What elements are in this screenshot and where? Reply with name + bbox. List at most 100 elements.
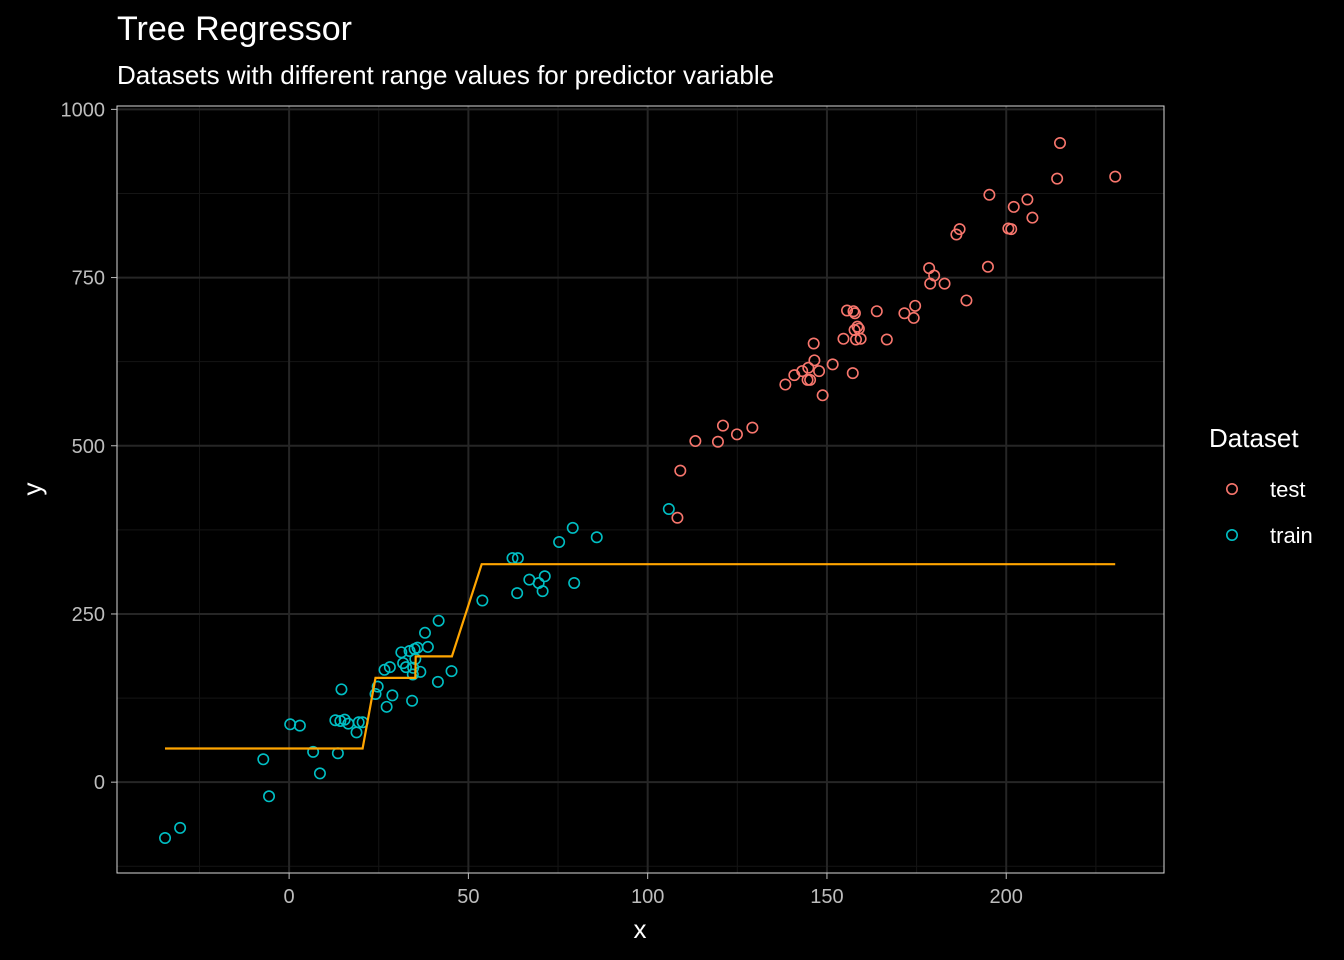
test-point <box>852 322 865 335</box>
train-point <box>431 675 444 688</box>
test-point <box>981 260 994 273</box>
y-tick-label: 750 <box>72 268 105 290</box>
train-point <box>568 577 581 590</box>
y-tick-label: 250 <box>72 604 105 626</box>
train-point <box>406 668 419 681</box>
test-point <box>847 305 860 318</box>
train-point <box>662 503 675 516</box>
train-point <box>406 694 419 707</box>
test-point <box>849 333 862 346</box>
test-point <box>807 337 820 350</box>
legend-label-test: test <box>1270 477 1305 502</box>
legend: Dataset test train <box>1209 423 1313 548</box>
test-point <box>907 311 920 324</box>
train-point <box>566 521 579 534</box>
test-point <box>711 435 724 448</box>
x-tick-label: 150 <box>810 886 843 908</box>
test-point <box>1007 200 1020 213</box>
train-point <box>307 745 320 758</box>
train-point <box>590 531 603 544</box>
prediction-line <box>165 563 1116 750</box>
test-point <box>841 304 854 317</box>
test-point <box>746 421 759 434</box>
train-point <box>335 683 348 696</box>
y-axis-title: y <box>17 483 47 496</box>
test-point <box>870 305 883 318</box>
test-point <box>674 464 687 477</box>
test-point <box>909 299 922 312</box>
test-point <box>802 361 815 374</box>
x-axis: 0 50 100 150 200 <box>284 873 1023 908</box>
series-layer <box>159 137 1122 845</box>
test-point <box>1021 193 1034 206</box>
x-tick-label: 50 <box>457 886 479 908</box>
train-point <box>352 716 365 729</box>
train-point <box>383 661 396 674</box>
test-point <box>898 307 911 320</box>
test-point <box>796 365 809 378</box>
chart-title: Tree Regressor <box>117 10 352 48</box>
test-point <box>816 389 829 402</box>
x-axis-title: x <box>634 914 647 944</box>
train-point <box>174 821 187 834</box>
legend-title: Dataset <box>1209 423 1299 453</box>
train-point <box>445 665 458 678</box>
train-point <box>313 767 326 780</box>
test-point <box>880 333 893 346</box>
train-point <box>432 614 445 627</box>
train-point <box>400 661 413 674</box>
train-point <box>371 680 384 693</box>
y-tick-label: 1000 <box>61 99 106 121</box>
x-tick-label: 0 <box>284 886 295 908</box>
test-point <box>928 269 941 282</box>
grid-minor <box>117 106 1164 873</box>
legend-key-test <box>1226 482 1239 495</box>
x-tick-label: 200 <box>990 886 1023 908</box>
test-point <box>851 320 864 333</box>
test-point <box>960 294 973 307</box>
test-point <box>983 188 996 201</box>
train-point <box>536 585 549 598</box>
chart-subtitle: Datasets with different range values for… <box>117 60 774 90</box>
train-point <box>421 640 434 653</box>
train-point <box>369 688 382 701</box>
test-point <box>813 365 826 378</box>
test-point <box>716 419 729 432</box>
test-point <box>848 307 861 320</box>
test-point <box>808 354 821 367</box>
train-point <box>380 700 393 713</box>
test-point <box>953 223 966 236</box>
test-point <box>846 367 859 380</box>
train-point <box>159 832 172 845</box>
train-point <box>511 587 524 600</box>
legend-key-train <box>1226 528 1239 541</box>
x-tick-label: 100 <box>631 886 664 908</box>
test-point <box>1054 137 1067 150</box>
plot-border <box>116 105 1165 874</box>
y-tick-label: 0 <box>94 772 105 794</box>
train-point <box>329 714 342 727</box>
train-point <box>538 570 551 583</box>
train-point <box>257 753 270 766</box>
test-point <box>1051 172 1064 185</box>
plot-panel <box>117 106 1164 873</box>
test-point <box>779 378 792 391</box>
test-point <box>804 373 817 386</box>
train-point <box>263 790 276 803</box>
test-point <box>1005 223 1018 236</box>
y-tick-label: 500 <box>72 436 105 458</box>
test-point <box>1109 170 1122 183</box>
train-point <box>553 535 566 548</box>
test-point <box>671 511 684 524</box>
test-point <box>938 277 951 290</box>
test-point <box>1026 211 1039 224</box>
train-point <box>419 626 432 639</box>
test-point <box>837 332 850 345</box>
y-axis: 0 250 500 750 1000 <box>61 99 117 794</box>
train-point <box>386 689 399 702</box>
train-point <box>293 719 306 732</box>
train-point <box>338 713 351 726</box>
test-point <box>689 435 702 448</box>
train-point <box>476 594 489 607</box>
